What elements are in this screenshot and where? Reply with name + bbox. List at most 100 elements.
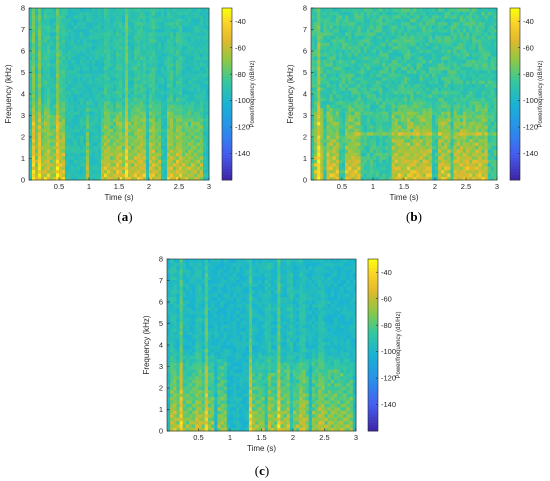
spectrogram-cell: [146, 118, 150, 122]
spectrogram-cell: [203, 104, 207, 109]
spectrogram-cell: [134, 45, 138, 50]
spectrogram-cell: [188, 42, 192, 47]
spectrogram-cell: [74, 152, 78, 157]
spectrogram-cell: [80, 35, 84, 40]
spectrogram-cell: [419, 25, 423, 30]
spectrogram-cell: [397, 131, 402, 136]
spectrogram-cell: [101, 131, 105, 136]
spectrogram-cell: [77, 80, 81, 85]
spectrogram-cell: [152, 166, 156, 171]
spectrogram-cell: [155, 38, 159, 43]
spectrogram-cell: [155, 56, 159, 60]
spectrogram-cell: [86, 145, 90, 150]
spectrogram-cell: [400, 8, 405, 12]
spectrogram-cell: [32, 121, 36, 126]
spectrogram-cell: [326, 63, 330, 67]
spectrogram-cell: [379, 107, 383, 112]
spectrogram-cell: [388, 80, 392, 85]
spectrogram-cell: [146, 52, 150, 57]
spectrogram-cell: [197, 169, 201, 174]
spectrogram-cell: [152, 176, 156, 181]
spectrogram-cell: [332, 145, 337, 150]
spectrogram-cell: [56, 35, 60, 40]
spectrogram-cell: [326, 131, 330, 136]
spectrogram-cell: [74, 11, 78, 16]
spectrogram-cell: [92, 76, 96, 81]
spectrogram-cell: [197, 38, 201, 43]
spectrogram-cell: [47, 97, 51, 102]
spectrogram-cell: [360, 73, 365, 78]
spectrogram-cell: [65, 32, 69, 36]
spectrogram-cell: [338, 73, 343, 78]
spectrogram-cell: [128, 104, 132, 109]
spectrogram-cell: [143, 38, 147, 43]
spectrogram-cell: [155, 111, 159, 116]
spectrogram-cell: [41, 111, 45, 116]
spectrogram-cell: [357, 45, 361, 50]
spectrogram-cell: [137, 142, 141, 146]
spectrogram-cell: [32, 69, 36, 74]
colorbar-swatch: [222, 71, 232, 75]
spectrogram-cell: [400, 155, 405, 160]
spectrogram-cell: [329, 162, 334, 167]
spectrogram-cell: [146, 138, 150, 143]
spectrogram-cell: [140, 173, 144, 177]
spectrogram-cell: [351, 107, 355, 112]
spectrogram-cell: [329, 56, 334, 60]
spectrogram-cell: [95, 138, 99, 143]
spectrogram-cell: [407, 45, 411, 50]
spectrogram-cell: [134, 149, 138, 153]
spectrogram-cell: [29, 28, 33, 33]
spectrogram-cell: [110, 131, 114, 136]
spectrogram-cell: [170, 83, 174, 88]
spectrogram-cell: [92, 8, 96, 12]
spectrogram-cell: [170, 32, 174, 36]
spectrogram-cell: [200, 100, 204, 105]
spectrogram-cell: [342, 166, 346, 171]
spectrogram-cell: [360, 118, 365, 122]
spectrogram-cell: [116, 94, 120, 98]
spectrogram-cell: [104, 114, 108, 119]
spectrogram-cell: [104, 63, 108, 67]
spectrogram-cell: [125, 21, 129, 26]
spectrogram-cell: [50, 166, 54, 171]
spectrogram-cell: [83, 138, 87, 143]
spectrogram-cell: [394, 11, 399, 16]
spectrogram-cell: [422, 111, 427, 116]
spectrogram-cell: [101, 169, 105, 174]
spectrogram-cell: [131, 100, 135, 105]
spectrogram-cell: [320, 135, 324, 140]
spectrogram-cell: [379, 169, 383, 174]
spectrogram-cell: [182, 111, 186, 116]
spectrogram-cell: [203, 35, 207, 40]
spectrogram-cell: [419, 35, 423, 40]
spectrogram-cell: [203, 69, 207, 74]
spectrogram-cell: [382, 169, 386, 174]
spectrogram-cell: [38, 114, 42, 119]
spectrogram-cell: [122, 138, 126, 143]
spectrogram-cell: [188, 149, 192, 153]
x-tick-label: 2: [147, 182, 151, 191]
spectrogram-cell: [125, 69, 129, 74]
spectrogram-cell: [155, 104, 159, 109]
spectrogram-cell: [68, 155, 72, 160]
spectrogram-cell: [98, 159, 102, 164]
spectrogram-cell: [83, 118, 87, 122]
spectrogram-cell: [348, 8, 352, 12]
spectrogram-cell: [176, 131, 180, 136]
spectrogram-cell: [158, 169, 162, 174]
spectrogram-cell: [197, 149, 201, 153]
spectrogram-cell: [373, 128, 377, 133]
spectrogram-cell: [119, 90, 123, 95]
spectrogram-cell: [146, 83, 150, 88]
spectrogram-cell: [385, 114, 389, 119]
spectrogram-cell: [155, 97, 159, 102]
spectrogram-cell: [110, 21, 114, 26]
spectrogram-cell: [50, 87, 54, 91]
spectrogram-cell: [95, 107, 99, 112]
spectrogram-cell: [86, 25, 90, 30]
spectrogram-cell: [323, 38, 327, 43]
spectrogram-cell: [89, 159, 93, 164]
spectrogram-cell: [29, 63, 33, 67]
